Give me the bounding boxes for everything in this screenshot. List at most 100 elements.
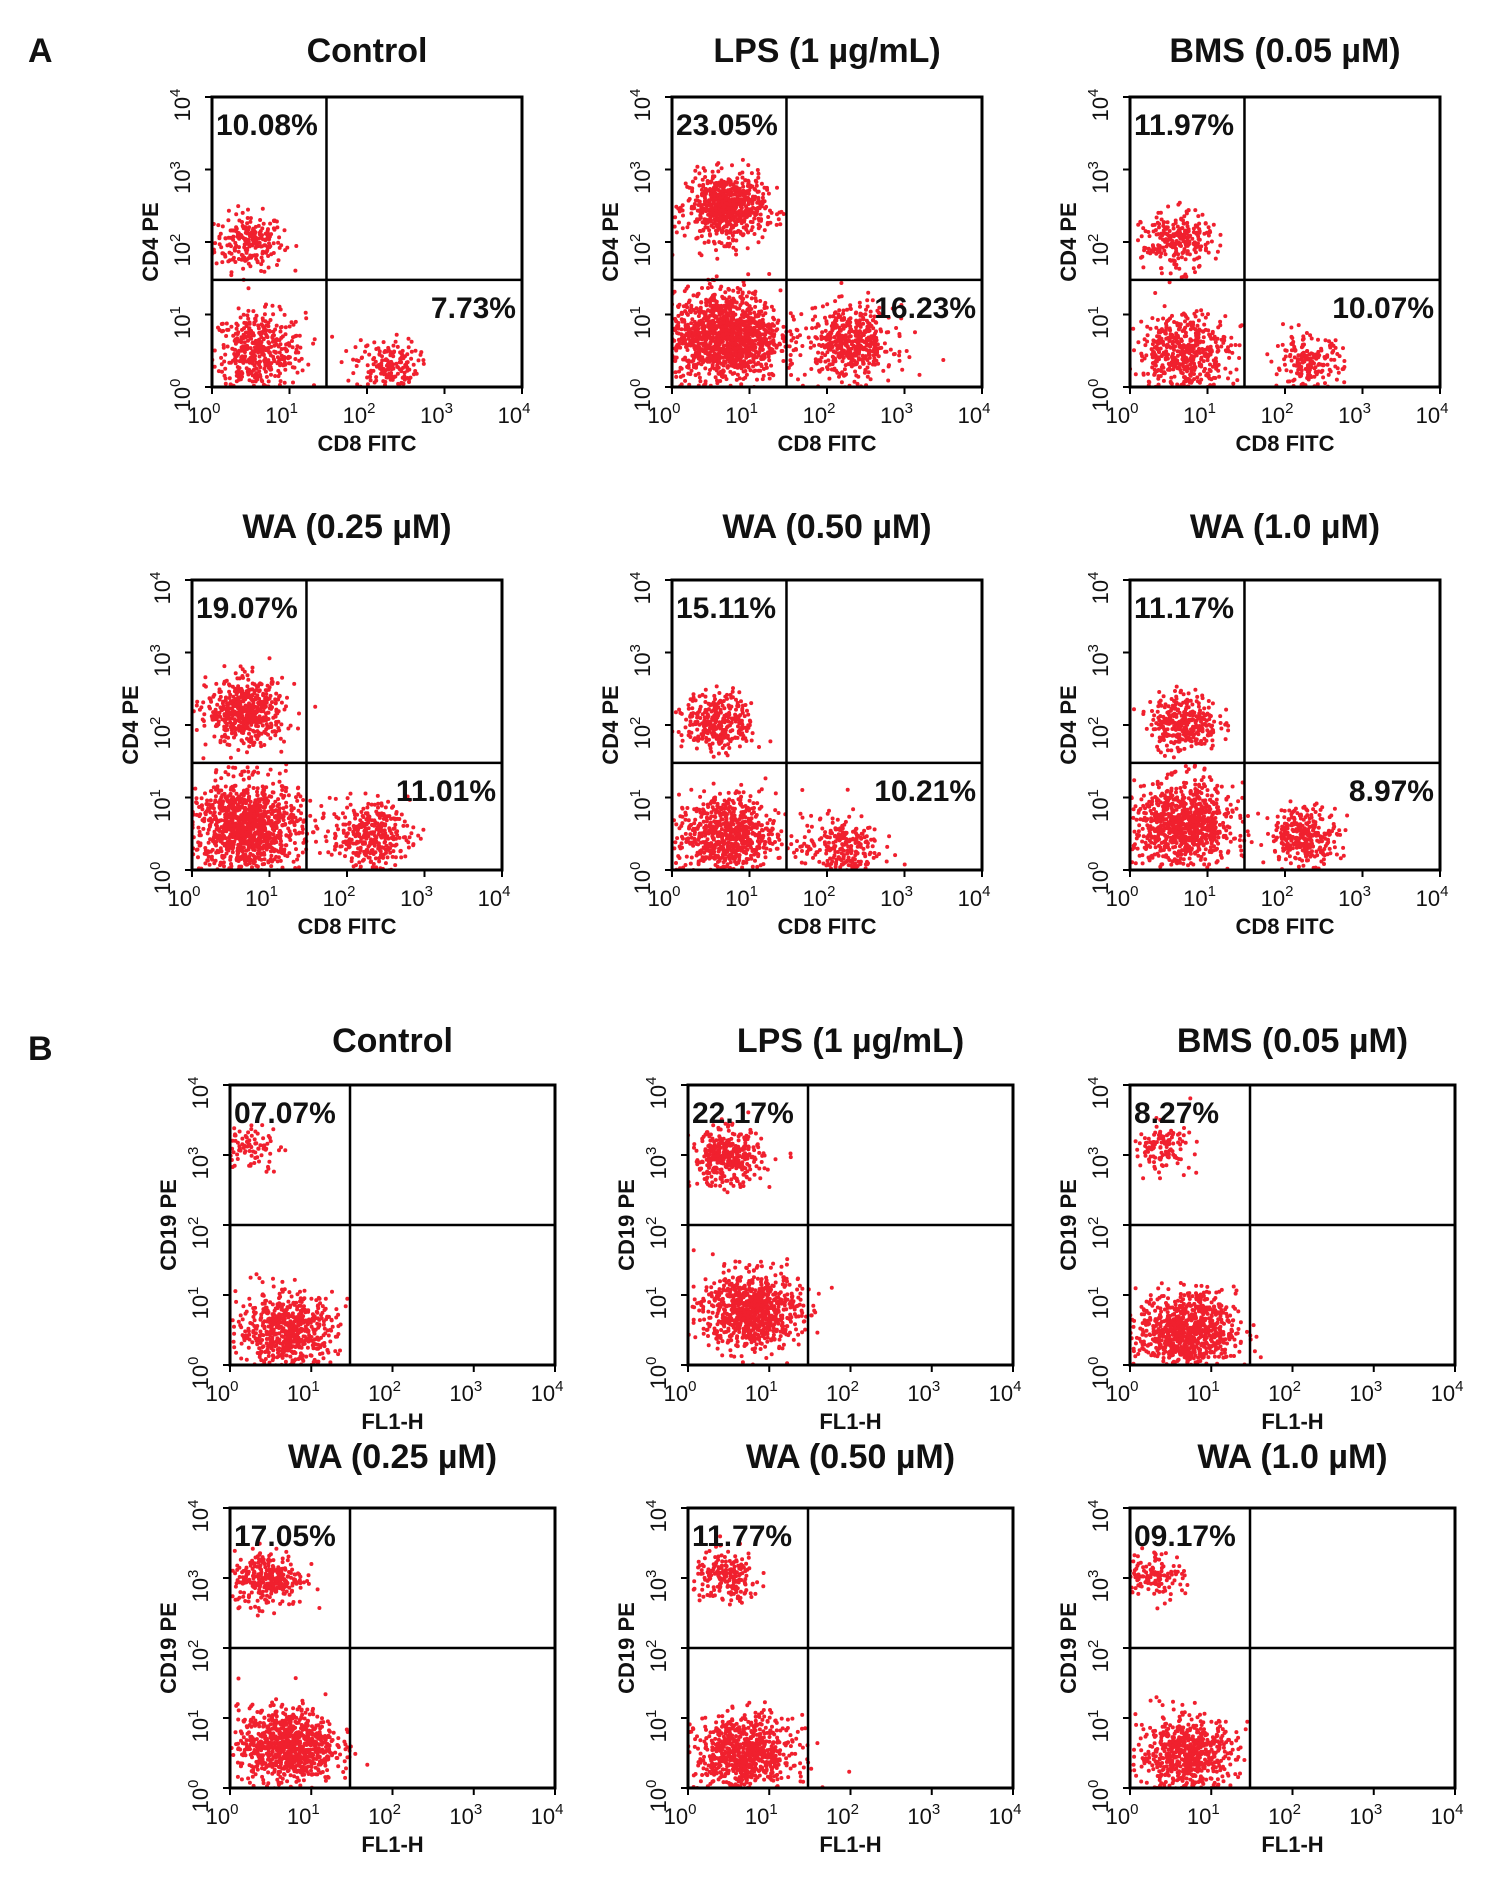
event-dot bbox=[1173, 344, 1178, 349]
event-dot bbox=[737, 171, 742, 176]
event-dot bbox=[219, 245, 224, 250]
event-dot bbox=[766, 330, 771, 335]
event-dot bbox=[674, 374, 679, 379]
event-dot bbox=[674, 344, 679, 349]
event-dot bbox=[1194, 309, 1199, 314]
event-dot bbox=[740, 340, 744, 345]
event-dot bbox=[741, 184, 746, 189]
event-dot bbox=[1168, 404, 1172, 408]
event-dot bbox=[882, 341, 887, 346]
event-dot bbox=[229, 244, 233, 249]
event-dot bbox=[884, 349, 889, 354]
event-dot bbox=[718, 312, 722, 317]
event-dot bbox=[726, 313, 731, 318]
event-dot bbox=[223, 376, 228, 381]
event-dot bbox=[634, 369, 638, 373]
event-dot bbox=[830, 340, 835, 345]
event-dot bbox=[1296, 367, 1301, 372]
event-dot bbox=[875, 308, 880, 313]
event-dot bbox=[707, 331, 712, 336]
event-dot bbox=[739, 366, 744, 371]
event-dot bbox=[834, 316, 839, 321]
event-dot bbox=[260, 226, 265, 231]
event-dot bbox=[224, 721, 229, 726]
event-dot bbox=[767, 335, 772, 340]
event-dot bbox=[246, 707, 251, 712]
event-dot bbox=[1200, 212, 1205, 217]
event-dot bbox=[1174, 334, 1179, 339]
event-dot bbox=[720, 185, 725, 189]
event-dot bbox=[1164, 237, 1168, 242]
event-dot bbox=[1333, 338, 1338, 343]
event-dot bbox=[254, 371, 259, 376]
quadrant-percentage: 10.07% bbox=[1332, 292, 1434, 325]
event-dot bbox=[759, 309, 764, 314]
plot-title: BMS (0.05 µM) bbox=[1169, 32, 1400, 70]
event-dot bbox=[678, 374, 683, 379]
event-dot bbox=[1193, 223, 1198, 228]
event-dot bbox=[845, 351, 850, 356]
event-dot bbox=[854, 325, 858, 330]
event-dot bbox=[848, 303, 853, 308]
event-dot bbox=[1279, 398, 1283, 402]
event-dot bbox=[756, 175, 761, 180]
event-dot bbox=[271, 218, 276, 223]
event-dot bbox=[1182, 327, 1187, 332]
event-dot bbox=[843, 339, 848, 344]
event-dot bbox=[250, 349, 255, 354]
event-dot bbox=[702, 189, 707, 194]
event-dot bbox=[744, 205, 749, 210]
event-dot bbox=[837, 294, 842, 299]
event-dot bbox=[1139, 255, 1143, 260]
event-dot bbox=[872, 348, 877, 353]
event-dot bbox=[1197, 221, 1202, 226]
event-dot bbox=[275, 361, 280, 366]
event-dot bbox=[245, 216, 250, 220]
event-dot bbox=[705, 181, 710, 186]
event-dot bbox=[1277, 368, 1282, 372]
event-dot bbox=[860, 353, 865, 358]
event-dot bbox=[813, 314, 818, 319]
event-dot bbox=[255, 705, 260, 710]
event-dot bbox=[396, 365, 400, 370]
event-dot bbox=[782, 335, 787, 340]
event-dot bbox=[758, 299, 763, 303]
plot-2: LPS (1 µg/mL)100100101101102102103103104… bbox=[598, 32, 990, 456]
event-dot bbox=[231, 694, 236, 699]
event-dot bbox=[1171, 367, 1176, 372]
event-dot bbox=[388, 350, 393, 354]
event-dot bbox=[226, 391, 230, 395]
event-dot bbox=[726, 177, 731, 182]
event-dot bbox=[769, 304, 774, 309]
event-dot bbox=[247, 744, 252, 749]
event-dot bbox=[256, 361, 261, 366]
event-dot bbox=[236, 306, 241, 311]
event-dot bbox=[244, 227, 249, 232]
event-dot bbox=[1197, 360, 1202, 365]
event-dot bbox=[755, 205, 760, 210]
event-dot bbox=[764, 305, 769, 310]
event-dot bbox=[717, 221, 722, 226]
event-dot bbox=[666, 199, 670, 203]
event-dot bbox=[236, 204, 241, 209]
event-dot bbox=[762, 185, 767, 190]
event-dot bbox=[244, 324, 249, 328]
event-dot bbox=[869, 323, 874, 328]
event-dot bbox=[261, 699, 266, 704]
event-dot bbox=[276, 719, 281, 724]
event-dot bbox=[1206, 250, 1211, 255]
event-dot bbox=[680, 226, 685, 231]
event-dot bbox=[778, 342, 782, 347]
event-dot bbox=[1289, 369, 1293, 374]
event-dot bbox=[735, 372, 740, 377]
event-dot bbox=[867, 352, 872, 357]
event-dot bbox=[1189, 359, 1194, 364]
event-dot bbox=[265, 230, 270, 235]
event-dot bbox=[381, 340, 386, 345]
event-dot bbox=[221, 343, 226, 347]
event-dot bbox=[1200, 312, 1205, 317]
event-dot bbox=[1336, 370, 1341, 375]
event-dot bbox=[865, 365, 870, 370]
event-dot bbox=[1138, 219, 1143, 224]
event-dot bbox=[1150, 316, 1155, 321]
